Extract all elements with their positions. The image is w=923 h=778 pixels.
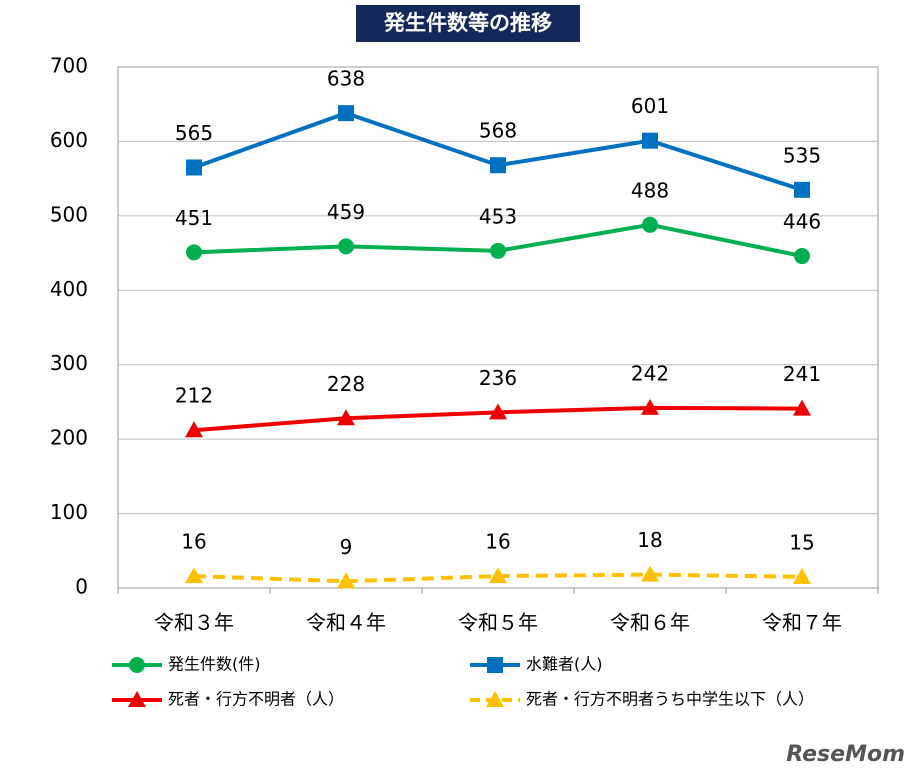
y-tick-label: 300 [50, 351, 88, 375]
legend-marker [487, 657, 503, 673]
legend-marker [129, 657, 145, 673]
y-tick-label: 700 [50, 54, 88, 78]
y-tick-label: 500 [50, 202, 88, 226]
x-tick-label: 令和５年 [458, 611, 538, 635]
y-tick-label: 600 [50, 128, 88, 152]
data-label: 18 [637, 528, 662, 552]
data-point [186, 159, 202, 176]
data-label: 568 [479, 119, 517, 143]
y-tick-label: 200 [50, 426, 88, 450]
data-point [490, 242, 506, 259]
y-tick-label: 400 [50, 277, 88, 301]
x-tick-label: 令和６年 [610, 611, 690, 635]
data-point [185, 567, 203, 584]
data-point [793, 399, 811, 416]
data-point [794, 248, 810, 265]
x-tick-label: 令和７年 [762, 611, 842, 635]
chart-title: 発生件数等の推移 [383, 11, 552, 35]
legend-label: 水難者(人) [526, 655, 603, 674]
data-label: 236 [479, 366, 517, 390]
data-label: 212 [175, 384, 213, 408]
data-label: 16 [485, 530, 510, 554]
data-point [337, 572, 355, 589]
data-label: 241 [783, 362, 821, 386]
data-point [642, 216, 658, 233]
y-tick-label: 0 [75, 575, 88, 599]
y-tick-label: 100 [50, 500, 88, 524]
data-point [185, 421, 203, 438]
data-label: 9 [340, 535, 353, 559]
legend-label: 発生件数(件) [168, 655, 261, 674]
data-label: 228 [327, 372, 365, 396]
data-label: 451 [175, 206, 213, 230]
data-point [186, 244, 202, 261]
legend-marker [486, 691, 504, 707]
data-label: 446 [783, 210, 821, 234]
data-label: 488 [631, 178, 669, 202]
data-point [489, 403, 507, 420]
legend-label: 死者・行方不明者うち中学生以下（人） [526, 690, 814, 709]
data-label: 16 [181, 530, 206, 554]
data-point [641, 565, 659, 582]
data-label: 453 [479, 204, 517, 228]
plot-border [117, 66, 879, 589]
x-tick-label: 令和４年 [306, 611, 386, 635]
data-label: 638 [327, 67, 365, 91]
x-tick-label: 令和３年 [154, 611, 234, 635]
legend-marker [128, 691, 146, 707]
title-box [356, 5, 580, 42]
data-point [793, 567, 811, 584]
legend-label: 死者・行方不明者（人） [168, 690, 344, 709]
watermark: ReseMom [786, 742, 905, 767]
data-point [489, 567, 507, 584]
data-point [337, 409, 355, 426]
data-label: 565 [175, 121, 213, 145]
data-point [490, 157, 506, 174]
data-point [794, 181, 810, 198]
data-point [641, 398, 659, 415]
data-label: 601 [631, 94, 669, 118]
data-label: 459 [327, 200, 365, 224]
data-point [338, 238, 354, 255]
data-label: 535 [783, 143, 821, 167]
data-point [642, 132, 658, 149]
data-label: 15 [789, 530, 814, 554]
data-point [338, 105, 354, 122]
data-label: 242 [631, 361, 669, 385]
